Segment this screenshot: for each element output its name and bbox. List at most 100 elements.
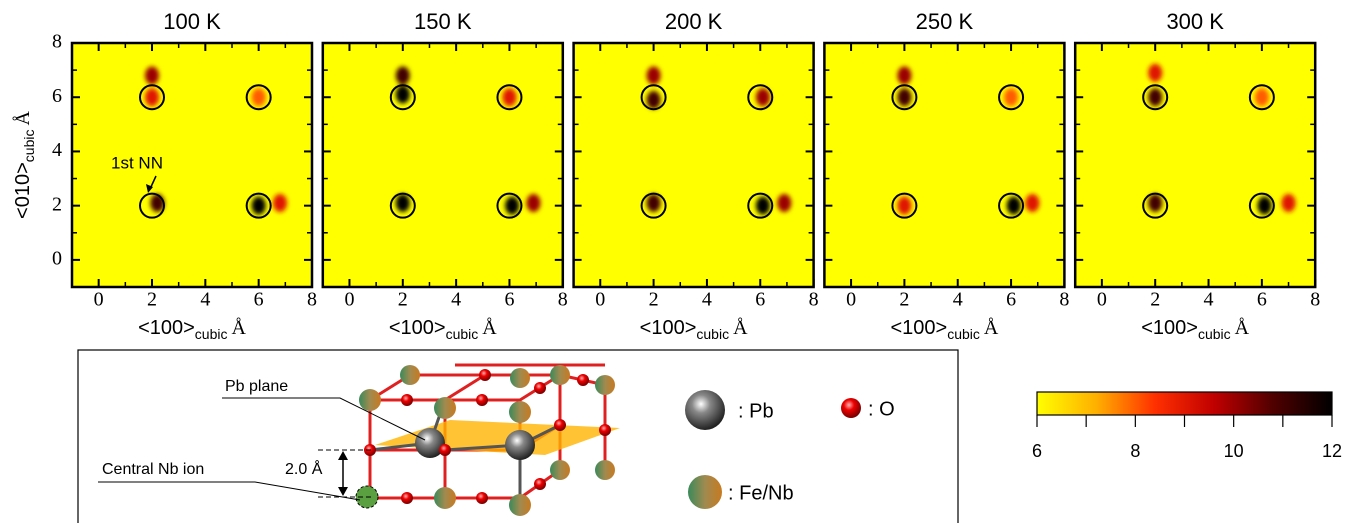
- heat-spot: [396, 86, 410, 104]
- x-tick-label: 0: [846, 289, 856, 311]
- x-tick-label: 4: [200, 289, 210, 311]
- axis-label-unit: Å: [482, 317, 497, 339]
- heat-spot: [150, 194, 164, 212]
- arrow-head: [338, 451, 348, 460]
- axis-label-sub: cubic: [947, 326, 980, 342]
- x-tick-label: 2: [899, 289, 909, 311]
- plot-background: [574, 43, 814, 287]
- colorbar-tick-label: 10: [1224, 441, 1244, 461]
- x-tick-label: 6: [755, 289, 765, 311]
- legend-pb: : Pb: [738, 400, 774, 422]
- heat-spot: [1148, 64, 1162, 82]
- heat-spot: [647, 91, 661, 109]
- legend-fenb-icon: [688, 475, 722, 509]
- axis-label-sub: cubic: [21, 130, 37, 163]
- plot-background: [824, 43, 1064, 287]
- x-tick-label: 6: [504, 289, 514, 311]
- x-tick-label: 6: [1257, 289, 1267, 311]
- leader-line: [222, 398, 425, 440]
- x-tick-label: 0: [595, 289, 605, 311]
- legend-o-icon: [841, 398, 861, 418]
- axis-label-sub: cubic: [195, 326, 228, 342]
- axis-label-unit: Å: [231, 317, 246, 339]
- axis-label-sub: cubic: [1198, 326, 1231, 342]
- x-tick-label: 8: [809, 289, 819, 311]
- x-tick-label: 4: [451, 289, 461, 311]
- axis-label-unit: Å: [1235, 317, 1250, 339]
- x-tick-label: 6: [254, 289, 264, 311]
- heat-spot: [505, 197, 519, 215]
- x-tick-label: 8: [307, 289, 317, 311]
- heat-spot: [897, 67, 911, 85]
- axis-label-main: <100>: [890, 317, 947, 339]
- panel-title: 100 K: [163, 9, 221, 34]
- x-tick-label: 4: [953, 289, 963, 311]
- heat-spot: [145, 67, 159, 85]
- axis-label-main: <100>: [640, 317, 697, 339]
- heat-spot: [1148, 88, 1162, 106]
- axis-label-sub: cubic: [696, 326, 729, 342]
- heat-spot: [1148, 194, 1162, 212]
- axis-label-main: <100>: [389, 317, 446, 339]
- heat-spot: [647, 194, 661, 212]
- heat-spot: [502, 88, 516, 106]
- heat-spot: [252, 88, 266, 106]
- heat-spot: [756, 88, 770, 106]
- heat-spot: [396, 194, 410, 212]
- panel-title: 300 K: [1166, 9, 1224, 34]
- x-tick-label: 2: [649, 289, 659, 311]
- colorbar-tick-label: 6: [1032, 441, 1042, 461]
- heat-spot: [145, 88, 159, 106]
- heat-spot: [1004, 88, 1018, 106]
- x-tick-label: 2: [1150, 289, 1160, 311]
- heat-spot: [1282, 194, 1296, 212]
- heat-spot: [756, 197, 770, 215]
- y-tick-label: 0: [52, 247, 62, 269]
- legend-o: : O: [868, 398, 895, 420]
- x-tick-label: 2: [398, 289, 408, 311]
- x-tick-label: 8: [1059, 289, 1069, 311]
- heat-spot: [1255, 88, 1269, 106]
- y-tick-label: 6: [52, 85, 62, 107]
- axis-label-main: <100>: [1141, 317, 1198, 339]
- x-tick-label: 0: [94, 289, 104, 311]
- heat-spot: [1007, 197, 1021, 215]
- axis-label-sub: cubic: [446, 326, 479, 342]
- panel-title: 150 K: [414, 9, 472, 34]
- central-ion-label: Central Nb ion: [102, 461, 204, 478]
- plot-background: [323, 43, 563, 287]
- x-tick-label: 6: [1006, 289, 1016, 311]
- structure-diagram: Pb plane Central Nb ion 2.0 Å : Pb : O :…: [78, 350, 958, 523]
- heat-spot: [396, 67, 410, 85]
- arrow-head: [338, 487, 348, 496]
- heat-spot: [647, 67, 661, 85]
- heat-spot: [897, 197, 911, 215]
- heat-spot: [526, 194, 540, 212]
- panel: 100 K0246802468<100>cubicÅ<010>cubicÅ1st…: [12, 9, 317, 342]
- y-tick-label: 2: [52, 193, 62, 215]
- heat-spot: [1025, 194, 1039, 212]
- legend-fenb: : Fe/Nb: [728, 482, 794, 504]
- panel-title: 250 K: [916, 9, 974, 34]
- heat-spot: [777, 194, 791, 212]
- x-tick-label: 2: [147, 289, 157, 311]
- panel-title: 200 K: [665, 9, 723, 34]
- colorbar-gradient: [1037, 392, 1332, 415]
- y-tick-label: 4: [52, 139, 62, 161]
- x-tick-label: 4: [702, 289, 712, 311]
- axis-label-main: <010>: [12, 162, 34, 219]
- axis-label-unit: Å: [733, 317, 748, 339]
- axis-label-main: <100>: [138, 317, 195, 339]
- x-tick-label: 4: [1204, 289, 1214, 311]
- heat-spot: [252, 197, 266, 215]
- axis-label-unit: Å: [12, 111, 34, 126]
